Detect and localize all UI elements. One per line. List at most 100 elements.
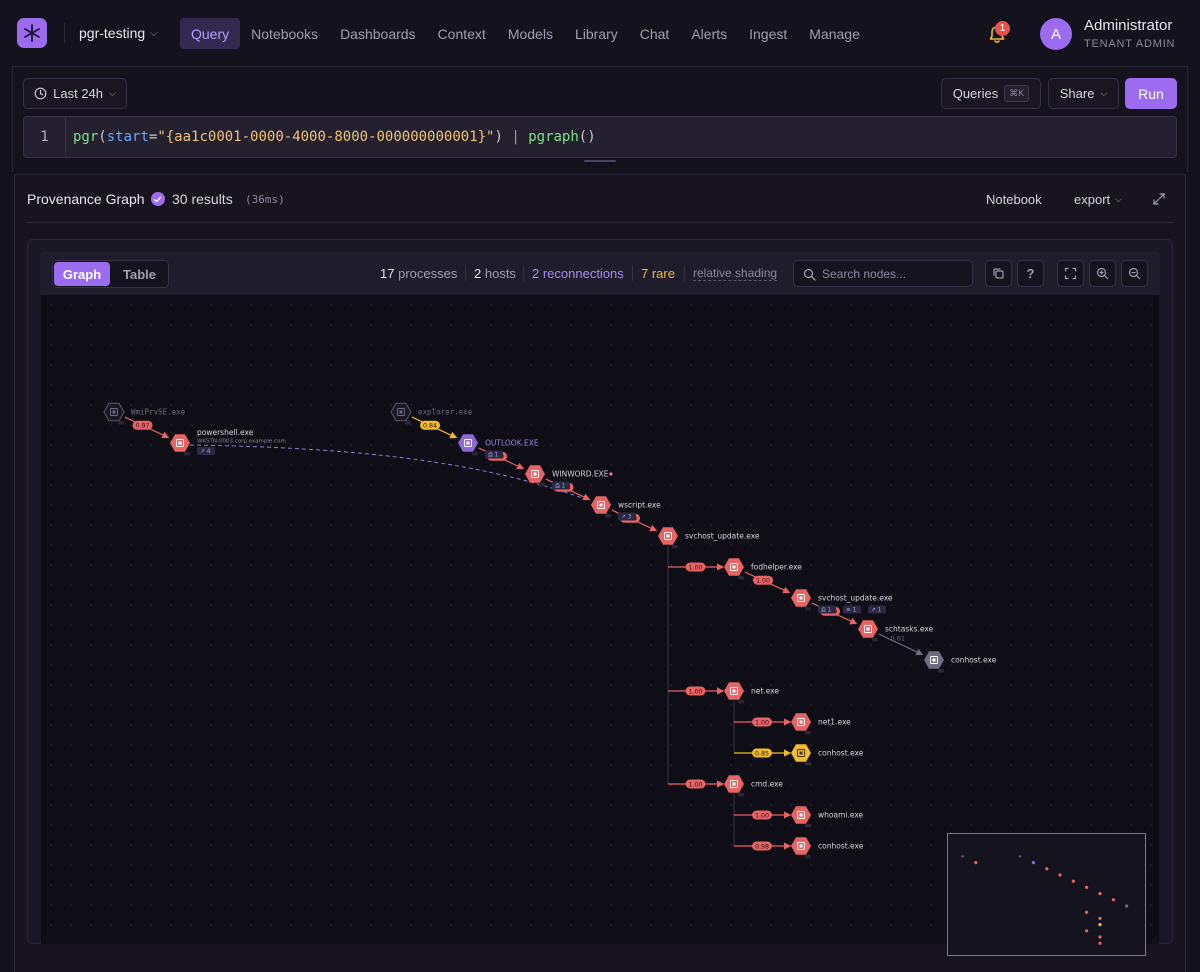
check-circle-icon: [150, 192, 165, 206]
process-node-wscript[interactable]: wscript.exe ↗ 3: [591, 496, 661, 521]
help-button[interactable]: ?: [1017, 260, 1044, 287]
results-count: 30 results: [172, 191, 233, 207]
queries-button[interactable]: Queries ⌘K: [941, 78, 1041, 109]
collapse-handle[interactable]: [872, 638, 878, 642]
process-icon: [664, 532, 672, 540]
copy-button[interactable]: [985, 260, 1012, 287]
rare-stat: 7 rare: [641, 266, 675, 281]
code-token: (): [578, 129, 596, 145]
nav-library[interactable]: Library: [574, 25, 618, 42]
process-node-winword[interactable]: WINWORD.EXE ⎙ 1: [525, 465, 613, 490]
node-label: conhost.exe: [951, 656, 997, 665]
nav-ingest[interactable]: Ingest: [749, 25, 788, 42]
collapse-handle[interactable]: [184, 452, 190, 456]
process-node-whoami[interactable]: whoami.exe: [791, 806, 864, 828]
process-node-outlook[interactable]: OUTLOOK.EXE ⎙ 1: [458, 434, 539, 459]
nav-manage[interactable]: Manage: [809, 25, 860, 42]
process-icon: [531, 470, 539, 478]
zoom-in-icon: [1096, 267, 1109, 280]
notebook-button[interactable]: Notebook: [986, 192, 1042, 207]
process-node-ps[interactable]: powershell.exe WKSTN-0003.corp.example.co…: [170, 428, 286, 456]
nav-chat[interactable]: Chat: [639, 25, 670, 42]
process-node-sch[interactable]: schtasks.exe: [858, 620, 934, 642]
edge-weight-label: 1.00: [755, 812, 769, 819]
process-icon: [464, 439, 472, 447]
zoom-out-button[interactable]: [1121, 260, 1148, 287]
process-node-cmd[interactable]: cmd.exe: [724, 775, 783, 797]
share-button[interactable]: Share ⌵: [1048, 78, 1119, 109]
minimap-node: [1085, 929, 1089, 933]
collapse-handle[interactable]: [405, 421, 411, 425]
time-range-label: Last 24h: [53, 86, 104, 101]
node-badge: ↗ 3: [618, 512, 636, 521]
tab-graph[interactable]: Graph: [54, 262, 110, 286]
process-icon: [797, 594, 805, 602]
nav-dashboards[interactable]: Dashboards: [340, 25, 416, 42]
collapse-handle[interactable]: [672, 545, 678, 549]
collapse-handle[interactable]: [805, 762, 811, 766]
collapse-handle[interactable]: [539, 483, 545, 487]
minimap[interactable]: [947, 833, 1146, 956]
process-node-wmi[interactable]: WmiPrvSE.exe: [103, 402, 186, 425]
node-badge-text: ⎙ 1: [488, 452, 498, 459]
time-range-button[interactable]: Last 24h ⌵: [23, 78, 127, 109]
zoom-in-button[interactable]: [1089, 260, 1116, 287]
collapse-handle[interactable]: [738, 576, 744, 580]
nav-context[interactable]: Context: [437, 25, 486, 42]
export-label: export: [1074, 192, 1111, 207]
search-input[interactable]: [822, 265, 967, 283]
process-node-conhost3[interactable]: conhost.exe: [791, 837, 864, 859]
code-token: |: [511, 129, 520, 145]
collapse-handle[interactable]: [805, 855, 811, 859]
collapse-handle[interactable]: [472, 452, 478, 456]
process-icon: [797, 718, 805, 726]
collapse-handle[interactable]: [938, 669, 944, 673]
collapse-handle[interactable]: [805, 824, 811, 828]
export-button[interactable]: export ⌵: [1074, 192, 1122, 207]
process-node-net[interactable]: net.exe: [724, 682, 779, 704]
query-code[interactable]: pgr(start="{aa1c0001-0000-4000-8000-0000…: [73, 129, 596, 145]
question-icon: ?: [1026, 266, 1035, 281]
collapse-handle[interactable]: [805, 731, 811, 735]
nav-notebooks[interactable]: Notebooks: [251, 25, 319, 42]
avatar[interactable]: A: [1040, 18, 1072, 50]
process-node-conhost2[interactable]: conhost.exe: [791, 744, 864, 766]
node-label: cmd.exe: [751, 780, 783, 789]
code-token: (: [98, 129, 107, 145]
tenant-selector[interactable]: pgr-testing ⌵: [79, 25, 158, 41]
query-editor[interactable]: 1 pgr(start="{aa1c0001-0000-4000-8000-00…: [23, 116, 1177, 158]
nav-alerts[interactable]: Alerts: [691, 25, 728, 42]
edge-weight-label: 0.84: [423, 423, 437, 430]
process-node-svc1[interactable]: svchost_update.exe: [658, 527, 760, 549]
resize-handle[interactable]: [584, 160, 616, 162]
collapse-handle[interactable]: [605, 514, 611, 518]
edge-weight-label: 0.85: [755, 750, 769, 757]
collapse-handle[interactable]: [805, 607, 811, 611]
minimap-node: [961, 855, 964, 858]
edge-weight-label: 1.00: [756, 578, 770, 585]
minimap-node: [1125, 904, 1129, 908]
expand-icon[interactable]: [1152, 192, 1166, 206]
process-node-fod[interactable]: fodhelper.exe: [724, 558, 802, 580]
minimap-node: [1031, 861, 1035, 865]
reconnection-edge[interactable]: [189, 444, 592, 502]
fit-view-button[interactable]: [1057, 260, 1084, 287]
edge-weight-pill: 1.00: [685, 686, 706, 696]
collapse-handle[interactable]: [738, 700, 744, 704]
collapse-handle[interactable]: [738, 793, 744, 797]
run-button[interactable]: Run: [1125, 78, 1177, 109]
processes-label: processes: [398, 266, 458, 281]
process-node-explorer[interactable]: explorer.exe: [390, 402, 473, 425]
relative-shading-toggle[interactable]: relative shading: [693, 266, 778, 281]
nav-models[interactable]: Models: [507, 25, 553, 42]
edge-sch-conhost1[interactable]: [878, 633, 924, 656]
collapse-handle[interactable]: [118, 421, 124, 425]
process-node-svc2[interactable]: svchost_update.exe ⎙ 1 ≡ 1 ↗ 1: [791, 589, 893, 614]
process-node-net1[interactable]: net1.exe: [791, 713, 851, 735]
provenance-graph[interactable]: 0.970.841.001.001.001.001.001.000.611.00…: [41, 295, 1159, 944]
nav-query[interactable]: Query: [180, 18, 241, 49]
minimap-node: [1085, 910, 1089, 914]
process-node-conhost1[interactable]: conhost.exe: [924, 651, 997, 673]
app-logo[interactable]: [17, 18, 47, 48]
tab-table[interactable]: Table: [123, 266, 156, 282]
